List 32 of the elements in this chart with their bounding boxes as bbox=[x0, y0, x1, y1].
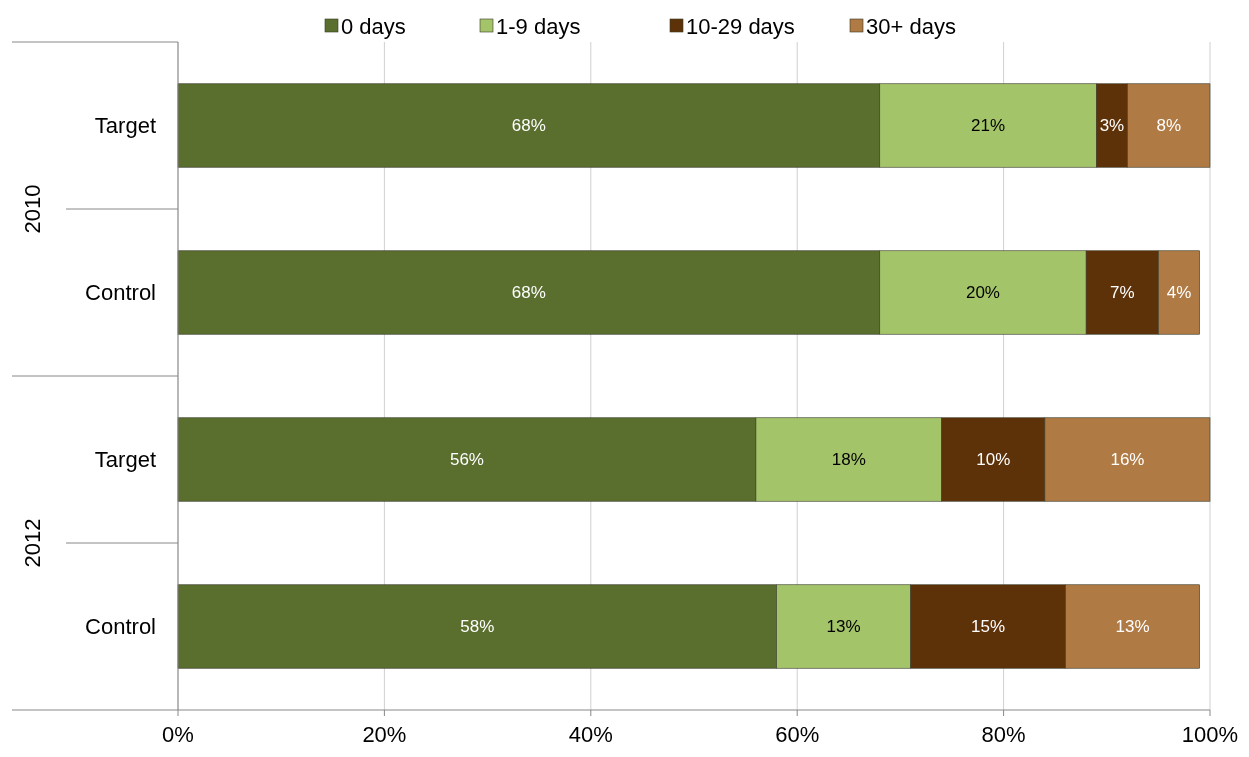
data-label: 8% bbox=[1156, 116, 1182, 136]
data-label: 3% bbox=[1099, 116, 1125, 136]
data-label: 13% bbox=[1115, 617, 1150, 637]
data-label: 7% bbox=[1109, 283, 1135, 303]
x-tick-label: 100% bbox=[1181, 722, 1239, 747]
y-tick-label: Control bbox=[85, 280, 156, 306]
data-label: 56% bbox=[449, 450, 484, 470]
data-label: 21% bbox=[971, 116, 1006, 136]
data-label: 18% bbox=[831, 450, 866, 470]
y-tick-label: Target bbox=[94, 113, 156, 139]
data-label: 15% bbox=[971, 617, 1006, 637]
legend-label: 1-9 days bbox=[496, 13, 581, 39]
x-tick-label: 0% bbox=[162, 722, 194, 747]
text: 2010 bbox=[20, 184, 45, 234]
x-tick-label: 80% bbox=[981, 722, 1026, 747]
legend-label: 10-29 days bbox=[686, 13, 795, 39]
y-tick-label: Target bbox=[94, 447, 156, 473]
data-label: 13% bbox=[826, 617, 861, 637]
data-label: 58% bbox=[460, 617, 495, 637]
text: 2012 bbox=[20, 518, 45, 568]
y-tick-label: Control bbox=[85, 614, 156, 640]
x-tick-label: 40% bbox=[568, 722, 613, 747]
x-tick-label: 60% bbox=[775, 722, 820, 747]
data-label: 16% bbox=[1110, 450, 1145, 470]
data-label: 10% bbox=[976, 450, 1011, 470]
data-label: 68% bbox=[511, 116, 546, 136]
data-label: 4% bbox=[1166, 283, 1192, 303]
legend-label: 0 days bbox=[341, 13, 406, 39]
x-tick-label: 20% bbox=[362, 722, 407, 747]
legend-label: 30+ days bbox=[866, 13, 956, 39]
data-label: 68% bbox=[511, 283, 546, 303]
data-label: 20% bbox=[965, 283, 1000, 303]
